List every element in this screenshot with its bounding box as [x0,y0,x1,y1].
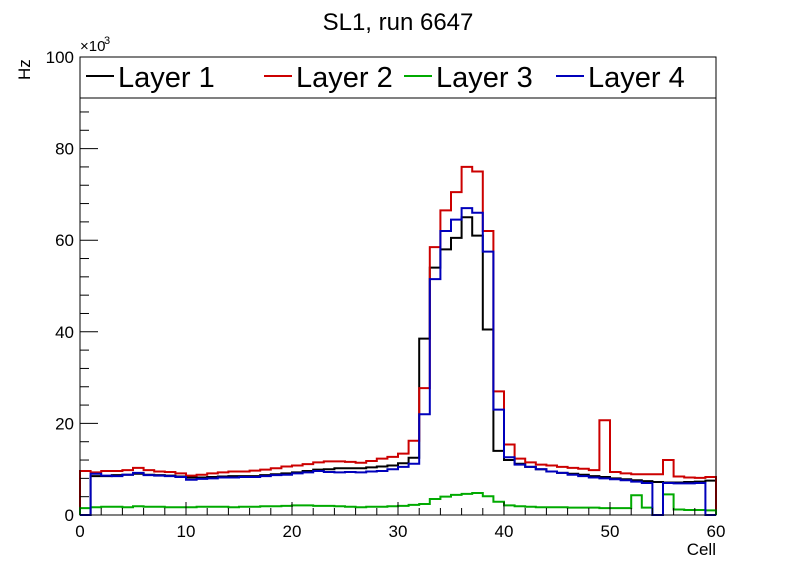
y-multiplier-base: ×10 [80,38,105,55]
legend-label: Layer 3 [436,62,533,94]
plot-frame [79,56,717,516]
y-multiplier: ×10 3 [80,35,110,55]
x-tick-label: 40 [495,522,514,541]
x-tick-label: 30 [389,522,408,541]
y-multiplier-exponent: 3 [104,35,110,47]
legend-box [79,56,717,99]
x-tick-label: 50 [601,522,620,541]
legend-label: Layer 2 [296,62,393,94]
chart-title: SL1, run 6647 [323,9,474,36]
series-line-layer-1 [80,216,717,516]
legend-label: Layer 1 [118,62,215,94]
x-tick-label: 60 [707,522,726,541]
x-tick-label: 0 [75,522,84,541]
ticks-layer: 0 10 20 30 40 50 60 0 20 40 60 80 100 [46,48,726,541]
y-axis-label: Hz [15,59,34,80]
legend-item: Layer 4 [556,62,685,94]
x-axis-label: Cell [687,540,716,559]
legend: Layer 1 Layer 2 Layer 3 Layer 4 [79,56,717,99]
x-tick-label: 10 [177,522,196,541]
y-tick-label: 100 [46,48,74,67]
y-tick-label: 80 [55,140,74,159]
legend-item: Layer 1 [86,62,215,94]
series-line-layer-2 [79,165,717,515]
y-tick-label: 40 [55,323,74,342]
series-line-layer-3 [79,492,717,516]
x-tick-label: 20 [283,522,302,541]
y-tick-label: 20 [55,414,74,433]
legend-label: Layer 4 [588,62,685,94]
y-tick-label: 60 [55,231,74,250]
legend-item: Layer 3 [404,62,533,94]
legend-item: Layer 2 [264,62,393,94]
y-tick-label: 0 [65,506,74,525]
series-line-layer-4 [80,207,716,516]
series-layer [79,165,717,516]
